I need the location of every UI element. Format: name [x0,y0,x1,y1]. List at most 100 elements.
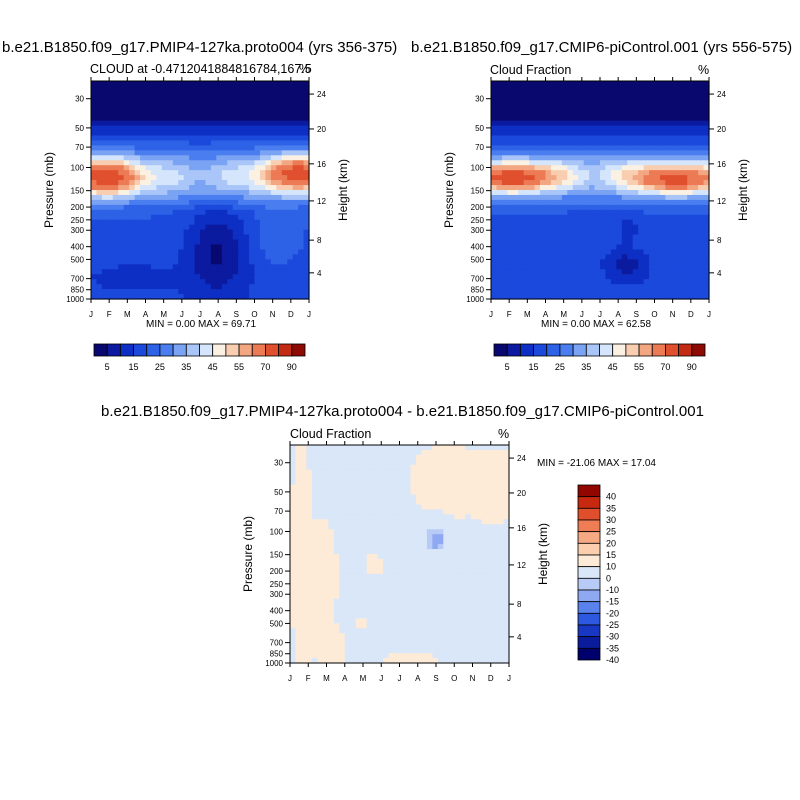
panel1-cell [205,219,212,226]
panel2-cell [600,249,607,255]
panel2-cell [600,234,607,241]
panel3-cell [350,509,357,515]
panel1-cell [281,150,288,156]
panel2-cell [605,130,612,137]
panel2-cell [529,209,536,216]
panel1-cell [156,150,163,156]
panel2-cell [589,249,596,255]
panel3-cell [503,549,510,555]
panel3-cell [492,534,499,540]
panel3-cell [465,459,472,466]
panel1-units: % [299,62,311,76]
panel1-cell [101,274,108,280]
panel3-cell [481,524,488,530]
panel2-cell [605,185,612,191]
panel1-cell [249,185,256,191]
panel3-cell [295,583,302,590]
panel1-cell [281,259,288,265]
panel1-cell [156,209,163,216]
panel3-cell [300,558,308,565]
panel1-cell [270,279,277,285]
panel3-cell [498,479,505,486]
panel2-cell [491,115,498,122]
panel1-cell [145,269,152,275]
panel3-cell [344,504,351,510]
panel3-cell [476,524,483,530]
panel1-cell [172,175,179,181]
panel1-cell [210,254,217,260]
panel2-cell [589,130,596,137]
panel3-cell [328,514,335,520]
panel3-cell [470,509,477,515]
panel2-cell [572,289,579,295]
panel3-cell [306,454,313,461]
panel3-cell [421,529,428,535]
panel3-cell [410,499,417,506]
panel3-cell [437,519,444,525]
panel3-cell [432,524,439,530]
panel1-cell [243,249,250,255]
panel1-cell [183,165,190,171]
panel1-cell [189,219,196,226]
panel2-cell [529,125,536,132]
panel1-cell [238,279,245,285]
panel3-cell [448,479,455,486]
panel3-cell [344,489,351,496]
panel1-cell [265,199,272,206]
panel3-cell [339,583,346,590]
panel3-cell [415,474,422,481]
panel3-cell [410,494,417,501]
panel1-cell [243,244,250,251]
panel1-cell [123,259,130,265]
panel1-cell [172,239,179,246]
panel1-cell [134,185,141,191]
panel1-cell [210,264,217,270]
panel2-cell [676,224,683,231]
panel3-cell [432,568,439,575]
panel2-cell [529,194,536,201]
panel2-cell [512,219,519,226]
panel1-cell [156,170,163,176]
panel1-cell [259,279,266,285]
panel2-cell [507,125,514,132]
panel3-cell [328,454,335,461]
panel3-cell [454,484,461,491]
panel3-cell [465,494,472,501]
panel2-cell [643,165,650,171]
panel1-cell [270,105,277,112]
panel2-cell [659,105,666,112]
panel2-cell [534,165,541,171]
panel2-cell [610,214,617,221]
panel1-cell [172,279,179,285]
panel2-cell [529,150,536,156]
panel3-cell [290,554,297,560]
panel2-cell [643,175,650,181]
panel2-cell [578,175,585,181]
panel1-cell [194,135,201,142]
panel3-cell [322,445,329,451]
panel1-cell [189,170,196,176]
panel1-cell [270,209,277,216]
panel2-cell [627,120,634,127]
panel3-cell [311,578,318,585]
panel1-cell [107,81,114,87]
panel1-cell [210,120,217,127]
panel1-cell [118,209,125,216]
panel1-cell [227,209,234,216]
panel1-cell [145,170,152,176]
panel2-cell [692,209,699,216]
panel2-cell [665,85,672,92]
panel2-cell [501,130,508,137]
panel3-cell [383,454,390,461]
panel1-cell [221,269,228,275]
panel2-cell [676,140,683,146]
panel1-cell [129,130,136,137]
panel1-cell [118,90,125,97]
panel2-cell [681,185,688,191]
panel2-cell [665,194,672,201]
panel2-cell [578,274,585,280]
panel3-cell [470,469,477,476]
panel3-cell [366,514,373,520]
panel2-cell [670,204,677,211]
panel2-cell [638,229,645,236]
